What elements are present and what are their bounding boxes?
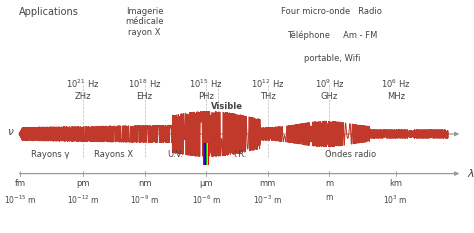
Text: Visible: Visible bbox=[211, 102, 243, 111]
Text: pm: pm bbox=[76, 179, 90, 188]
Text: $10^{-12}$ m: $10^{-12}$ m bbox=[67, 193, 99, 206]
Text: portable, Wifi: portable, Wifi bbox=[303, 54, 360, 63]
Text: GHz: GHz bbox=[321, 92, 338, 101]
Bar bbox=[203, 143, 204, 165]
Text: mm: mm bbox=[260, 179, 276, 188]
Bar bbox=[204, 143, 205, 165]
Text: ν: ν bbox=[8, 127, 13, 137]
Text: $10^{3}$ m: $10^{3}$ m bbox=[383, 193, 408, 206]
Bar bbox=[206, 143, 207, 165]
Text: MHz: MHz bbox=[387, 92, 405, 101]
Text: nm: nm bbox=[138, 179, 151, 188]
Text: THz: THz bbox=[260, 92, 276, 101]
Bar bbox=[207, 143, 208, 165]
Text: m: m bbox=[325, 179, 334, 188]
Text: $10^{6}$ Hz: $10^{6}$ Hz bbox=[381, 77, 410, 90]
Text: U.V.: U.V. bbox=[167, 150, 183, 159]
Text: $10^{-15}$ m: $10^{-15}$ m bbox=[4, 193, 36, 206]
Text: Ondes radio: Ondes radio bbox=[325, 150, 376, 159]
Bar bbox=[205, 143, 206, 165]
Text: PHz: PHz bbox=[198, 92, 214, 101]
Text: Téléphone     Am - FM: Téléphone Am - FM bbox=[287, 30, 377, 40]
Bar bbox=[208, 143, 209, 165]
Text: ZHz: ZHz bbox=[75, 92, 91, 101]
Text: km: km bbox=[389, 179, 402, 188]
Text: μm: μm bbox=[200, 179, 213, 188]
Text: Rayons X: Rayons X bbox=[94, 150, 133, 159]
Text: fm: fm bbox=[14, 179, 26, 188]
Text: $10^{-6}$ m: $10^{-6}$ m bbox=[191, 193, 221, 206]
Text: Rayons γ: Rayons γ bbox=[31, 150, 69, 159]
Text: Four micro-onde   Radio: Four micro-onde Radio bbox=[282, 7, 382, 16]
Text: EHz: EHz bbox=[137, 92, 153, 101]
Text: $10^{15}$ Hz: $10^{15}$ Hz bbox=[190, 77, 223, 90]
Text: I.R.: I.R. bbox=[233, 150, 246, 159]
Text: $10^{12}$ Hz: $10^{12}$ Hz bbox=[251, 77, 284, 90]
Text: m: m bbox=[326, 193, 333, 202]
Text: $10^{-3}$ m: $10^{-3}$ m bbox=[253, 193, 283, 206]
Text: $10^{9}$ Hz: $10^{9}$ Hz bbox=[315, 77, 344, 90]
Text: $10^{-9}$ m: $10^{-9}$ m bbox=[130, 193, 159, 206]
Text: λ: λ bbox=[468, 169, 474, 178]
Text: $10^{18}$ Hz: $10^{18}$ Hz bbox=[128, 77, 161, 90]
Text: $10^{21}$ Hz: $10^{21}$ Hz bbox=[66, 77, 100, 90]
Text: Applications: Applications bbox=[19, 7, 79, 17]
Text: Imagerie
médicale
rayon X: Imagerie médicale rayon X bbox=[125, 7, 164, 37]
